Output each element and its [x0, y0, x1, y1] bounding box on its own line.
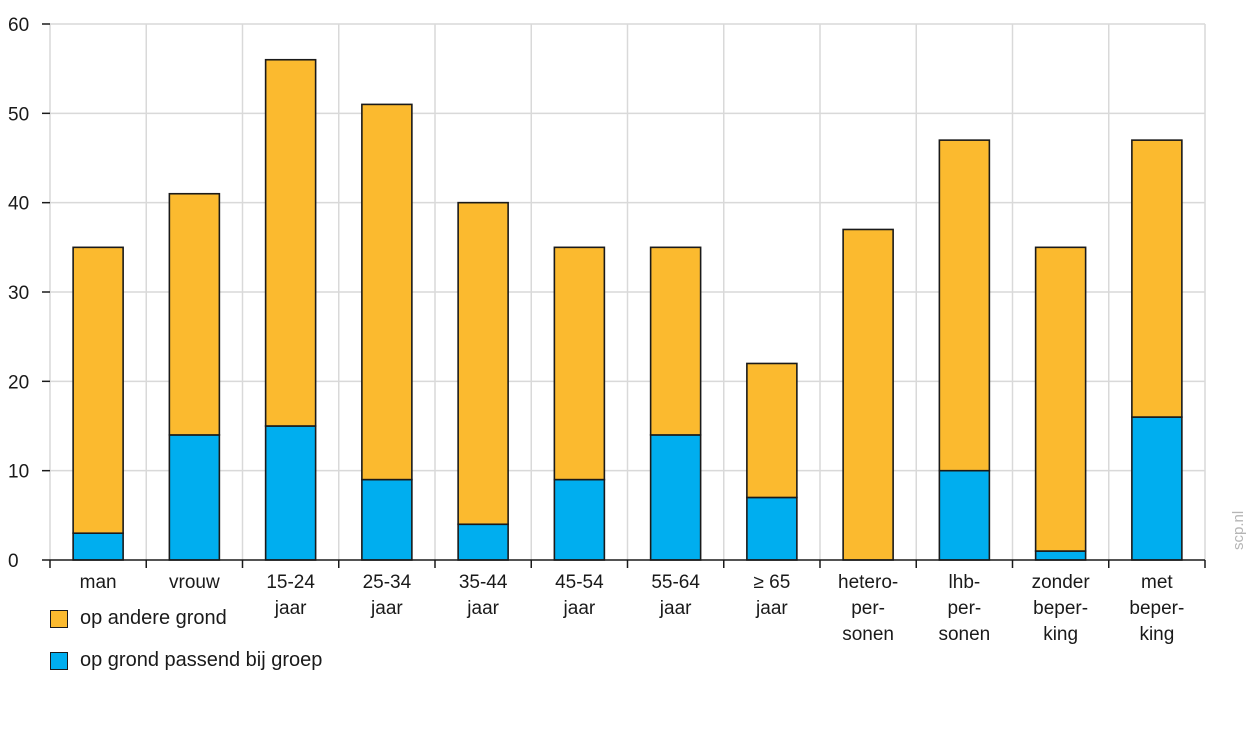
legend-swatch	[50, 609, 68, 628]
bar-segment-passend	[938, 469, 991, 561]
x-axis: man vrouw 15-24 jaar 25-34 jaar 35-44 jaar 45-54…	[49, 560, 1206, 645]
legend-label: op andere grond	[80, 607, 227, 629]
y-tick-label: 40	[8, 194, 29, 215]
bar-segment-andere	[457, 201, 509, 526]
x-tick-label: 35-44 jaar	[459, 572, 508, 619]
legend-item: op grond passend bij groep	[50, 649, 322, 672]
y-tick-label: 30	[8, 283, 29, 304]
bar-segment-andere	[553, 246, 606, 481]
bar-segment-andere	[361, 103, 413, 481]
x-tick-label: zonder beper-king	[1032, 572, 1091, 645]
bar-segment-andere	[746, 362, 798, 499]
bar-segment-passend	[457, 523, 509, 561]
x-tick-label: lhb-per-sonen	[938, 572, 990, 645]
bar-segment-passend	[1034, 550, 1087, 561]
y-tick-label: 0	[8, 551, 19, 572]
bar-segment-andere	[72, 246, 124, 534]
watermark: scp.nl	[1230, 511, 1247, 550]
legend-label: op grond passend bij groep	[80, 649, 323, 671]
legend-swatch	[50, 651, 68, 670]
x-tick-label: hetero-per-sonen	[838, 572, 898, 645]
bar-segment-passend	[1131, 416, 1183, 561]
x-tick-label: 45-54 jaar	[555, 572, 604, 619]
bar-segment-passend	[264, 425, 317, 561]
x-tick-label: 25-34 jaar	[363, 572, 412, 619]
x-tick-label: vrouw	[169, 572, 220, 593]
bar-segment-andere	[264, 58, 317, 427]
y-tick-label: 10	[8, 462, 29, 483]
x-tick-label: ≥ 65 jaar	[753, 572, 790, 619]
bar-segment-andere	[1034, 246, 1087, 552]
bar-segment-passend	[72, 532, 124, 561]
bar-segment-andere	[938, 139, 991, 472]
x-tick-label: man	[80, 572, 117, 593]
bar-segment-passend	[746, 496, 798, 561]
grid	[49, 23, 1206, 560]
y-tick-label: 50	[8, 104, 29, 125]
bar-segment-andere	[842, 228, 894, 561]
y-tick-label: 20	[8, 372, 29, 393]
bar-segment-andere	[649, 246, 702, 436]
bar-segment-andere	[1131, 139, 1183, 418]
y-tick-label: 60	[8, 15, 29, 36]
bar-segment-passend	[168, 434, 221, 561]
bar-segment-passend	[553, 478, 606, 561]
bar-segment-passend	[361, 478, 413, 561]
bars	[72, 58, 1183, 561]
x-tick-label: met beper-king	[1129, 572, 1184, 645]
bar-segment-passend	[649, 434, 702, 561]
x-tick-label: 55-64 jaar	[651, 572, 700, 619]
bar-segment-andere	[168, 192, 221, 436]
legend-item: op andere grond	[50, 607, 227, 630]
x-tick-label: 15-24 jaar	[266, 572, 315, 619]
